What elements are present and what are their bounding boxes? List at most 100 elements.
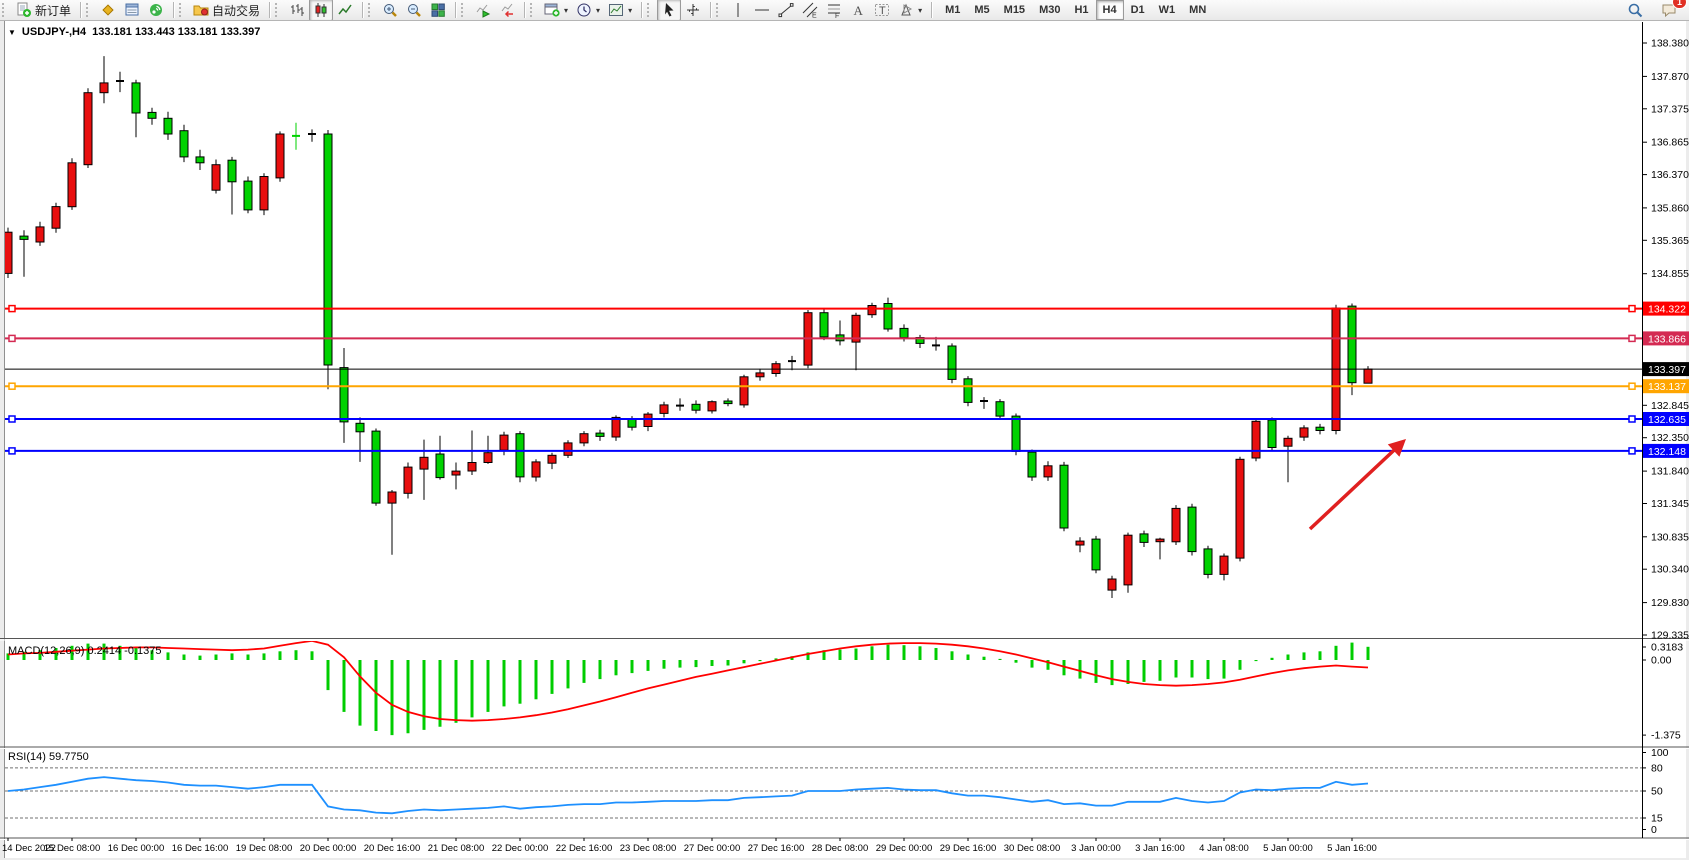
vertical-line-button[interactable]: [726, 0, 750, 21]
toolbar-right: 1: [1623, 0, 1689, 21]
macd-values: 0.2414 -0.1375: [87, 645, 162, 657]
periods-icon: [577, 3, 591, 17]
candle-body-up: [851, 314, 861, 343]
bar-chart-icon: [291, 4, 305, 16]
trendline-button[interactable]: [774, 0, 798, 21]
dropdown-caret-icon[interactable]: ▾: [918, 5, 923, 15]
chart-dropdown-icon[interactable]: ▼: [8, 27, 16, 37]
price-tag-133.866: [1643, 331, 1689, 346]
profiles-button[interactable]: [96, 0, 120, 21]
date-label: 20 Dec 16:00: [364, 843, 421, 854]
timeframe-m30-button[interactable]: M30: [1039, 4, 1061, 16]
toolbar-grip: [275, 3, 280, 17]
date-label: 19 Dec 08:00: [236, 843, 293, 854]
candle-body-up: [755, 372, 765, 378]
arrow-annotation-shaft[interactable]: [1308, 446, 1398, 531]
fibonacci-icon: F: [828, 4, 841, 18]
candle-body-down: [947, 345, 957, 380]
hline-handle[interactable]: [1628, 382, 1636, 390]
auto-scroll-button[interactable]: [471, 0, 495, 21]
data-window-button[interactable]: [120, 0, 144, 21]
candle-body-up: [5, 231, 13, 274]
text-button[interactable]: A: [846, 0, 870, 21]
navigator-button[interactable]: [144, 0, 168, 21]
hline-handle[interactable]: [8, 447, 16, 455]
candlestick-button[interactable]: [309, 0, 334, 21]
date-label: 3 Jan 16:00: [1135, 843, 1185, 854]
cursor-icon: [665, 3, 674, 17]
date-label: 29 Dec 16:00: [940, 843, 997, 854]
candle-body-down: [595, 432, 605, 437]
templates-icon: [609, 4, 624, 16]
price-tag-label: 133.137: [1648, 381, 1686, 393]
chart-canvas[interactable]: 138.380 137.870 137.375 136.865 136.370 135.8…: [0, 20, 1689, 860]
timeframe-h4-button[interactable]: H4: [1095, 0, 1124, 20]
price-tag-133.397: [1643, 362, 1689, 377]
candle-body-down: [1203, 548, 1213, 575]
arrow-annotation-head[interactable]: [1387, 439, 1406, 457]
shapes-button[interactable]: ▾: [894, 0, 926, 21]
hline-handle[interactable]: [8, 334, 16, 343]
timeframe-h1-button[interactable]: H1: [1074, 4, 1089, 16]
hline-handle[interactable]: [1628, 415, 1636, 423]
dropdown-caret-icon[interactable]: ▾: [596, 5, 601, 15]
search-button[interactable]: [1623, 0, 1647, 21]
chart-window[interactable]: 138.380 137.870 137.375 136.865 136.370 135.8…: [0, 20, 1689, 860]
candle-body-up: [867, 305, 877, 316]
tile-windows-button[interactable]: [426, 0, 450, 21]
horizontal-line-button[interactable]: [750, 0, 774, 21]
dropdown-caret-icon[interactable]: ▾: [628, 5, 633, 15]
price-tick-label: 132.845: [1651, 400, 1689, 412]
dropdown-caret-icon[interactable]: ▾: [564, 5, 569, 15]
timeframe-w1-button[interactable]: W1: [1158, 4, 1176, 16]
hline-handle[interactable]: [8, 304, 16, 313]
zoom-out-button[interactable]: [402, 0, 426, 21]
hline-handle[interactable]: [1628, 334, 1636, 343]
date-label: 3 Jan 00:00: [1071, 843, 1121, 854]
toolbar-grip: [179, 3, 184, 17]
timeframe-d1-button[interactable]: D1: [1130, 4, 1145, 16]
zoom-in-button[interactable]: [378, 0, 402, 21]
price-tag-132.635: [1643, 412, 1689, 426]
hline-handle[interactable]: [8, 415, 16, 423]
date-label: 29 Dec 00:00: [876, 843, 933, 854]
candle-body-up: [259, 176, 269, 211]
notifications-button[interactable]: 1: [1657, 0, 1687, 21]
price-tick-label: 132.350: [1651, 432, 1689, 444]
equidistant-channel-button[interactable]: E: [798, 0, 822, 21]
candle-body-down: [723, 400, 733, 405]
hline-handle[interactable]: [1628, 447, 1636, 455]
fibonacci-button[interactable]: F: [822, 0, 846, 21]
hline-handle[interactable]: [1628, 304, 1636, 313]
cursor-button[interactable]: [657, 0, 682, 21]
horizontal-line-icon: [755, 9, 770, 11]
candle-body-up: [1219, 555, 1229, 575]
candle-body-down: [435, 453, 445, 479]
hline-handle[interactable]: [8, 382, 16, 390]
timeframe-m15-button[interactable]: M15: [1003, 4, 1026, 16]
autotrading-button[interactable]: 自动交易: [189, 0, 264, 21]
price-tag-133.137: [1643, 379, 1689, 394]
timeframe-m1-button[interactable]: M1: [945, 4, 961, 16]
candle-body-up: [1123, 534, 1133, 586]
timeframe-mn-button[interactable]: MN: [1189, 4, 1207, 16]
text-label-button[interactable]: T: [870, 0, 894, 21]
toolbar-group-draw: E F A T ▾: [723, 0, 929, 20]
macd-indicator-label: MACD(12,26,9) 0.2414 -0.1375: [8, 645, 162, 657]
chart-shift-button[interactable]: [495, 0, 519, 21]
timeframe-m5-button[interactable]: M5: [974, 4, 990, 16]
candle-body-down: [355, 422, 365, 433]
candle-body-up: [35, 226, 45, 243]
candle-body-up: [611, 416, 621, 438]
periods-button[interactable]: ▾: [572, 0, 604, 21]
new-chart-button[interactable]: ▾: [540, 0, 572, 21]
candle-body-down: [1027, 451, 1037, 478]
data-window-icon: [125, 3, 139, 16]
new-order-button[interactable]: 新订单: [12, 0, 75, 21]
line-chart-button[interactable]: [333, 0, 357, 21]
bar-chart-button[interactable]: [285, 0, 309, 21]
templates-button[interactable]: ▾: [604, 0, 636, 21]
candle-body-down: [163, 117, 173, 135]
rsi-indicator-label: RSI(14) 59.7750: [8, 751, 89, 763]
crosshair-button[interactable]: [681, 0, 705, 21]
